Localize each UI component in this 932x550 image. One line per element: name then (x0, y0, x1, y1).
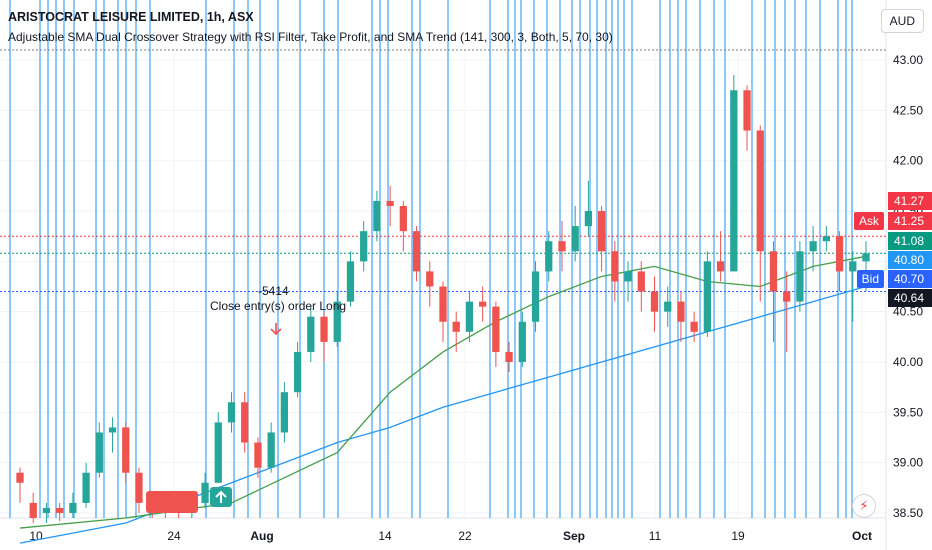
candle-body (122, 427, 130, 473)
x-tick-label: 22 (458, 529, 472, 543)
sma-slow-line (19, 285, 867, 544)
candle-body (611, 251, 619, 282)
candle-body (730, 90, 738, 272)
x-tick-label: 14 (378, 529, 392, 543)
x-tick-label: 19 (731, 529, 745, 543)
candle-body (280, 392, 289, 433)
candle-body (69, 502, 77, 513)
candle-body (29, 502, 37, 518)
candle-body (307, 316, 315, 352)
candle-body (822, 236, 830, 242)
candle-body (558, 241, 566, 252)
candle-body (439, 286, 447, 322)
candle-body (241, 402, 249, 443)
candle-body (227, 402, 236, 423)
candle-body (346, 261, 355, 302)
candle-body (531, 271, 540, 322)
candle-body (452, 321, 460, 332)
candle-body (399, 206, 407, 232)
candle-body (690, 321, 698, 332)
candle-body (783, 291, 791, 302)
y-tick-label: 42.50 (893, 103, 923, 117)
candle-body (664, 301, 672, 312)
candle-body (545, 241, 553, 272)
candle-body (386, 200, 394, 206)
candle-body (637, 271, 645, 292)
candle-body (16, 472, 24, 483)
order-annotation: Close entry(s) order Long (210, 299, 347, 313)
chart-title: ARISTOCRAT LEISURE LIMITED, 1h, ASX (8, 10, 254, 24)
candle-body (135, 472, 143, 503)
candle-body (412, 231, 421, 272)
candle-body (254, 442, 262, 468)
candle-body (492, 306, 500, 352)
x-tick-label: Oct (852, 529, 872, 543)
candle-body (835, 236, 844, 272)
pnl-annotation: -5414 (258, 284, 289, 298)
candle-body (809, 241, 817, 252)
candle-body (703, 261, 712, 332)
candle-body (716, 261, 725, 272)
lightning-icon[interactable]: ⚡ (852, 494, 876, 518)
candle-body (756, 130, 764, 252)
candle-body (769, 251, 778, 292)
y-tick-label: 43.00 (893, 53, 923, 67)
candle-body (320, 316, 328, 342)
y-tick-label: 42.00 (893, 154, 923, 168)
candle-body (465, 301, 474, 332)
candle-body (333, 301, 341, 342)
strategy-subtitle: Adjustable SMA Dual Crossover Strategy w… (8, 30, 613, 44)
candle-body (95, 432, 103, 473)
candle-body (743, 90, 751, 131)
x-tick-label: 24 (167, 529, 181, 543)
candle-body (82, 472, 90, 503)
sma-fast-line (19, 255, 867, 529)
sma-price-tag: 40.80 (888, 251, 932, 269)
bid-label: Bid (856, 270, 884, 288)
y-tick-label: 38.50 (893, 506, 923, 520)
candle-body (796, 251, 804, 302)
ask-label: Ask (853, 212, 884, 230)
x-tick-label: 11 (649, 529, 662, 543)
candle-body (479, 301, 487, 307)
candle-body (42, 507, 51, 513)
candle-body (849, 261, 857, 272)
candle-body (518, 321, 526, 362)
candle-body (373, 200, 381, 232)
x-tick-label: Aug (250, 529, 273, 543)
low-price-tag: 40.64 (888, 289, 932, 307)
candle-body (214, 422, 222, 483)
candle-body (677, 301, 685, 322)
ask-price-tag: 41.25 (888, 212, 932, 230)
sell-marker (146, 491, 198, 513)
candle-body (584, 211, 593, 227)
currency-button[interactable]: AUD (880, 9, 924, 33)
candle-body (267, 432, 275, 468)
bid-price-tag: 40.70 (888, 270, 932, 288)
candle-body (56, 507, 64, 513)
arrow-down-icon (270, 323, 282, 336)
candle-body (426, 271, 434, 287)
y-tick-label: 40.50 (893, 305, 923, 319)
y-tick-label: 39.00 (893, 456, 923, 470)
x-tick-label: Sep (563, 529, 585, 543)
candle-body (108, 427, 117, 433)
candle-body (571, 226, 579, 252)
candle-body (597, 211, 606, 252)
candle-body (505, 351, 513, 362)
y-tick-label: 40.00 (893, 355, 923, 369)
candle-body (293, 351, 302, 393)
candle-body (650, 291, 659, 312)
candle-body (624, 271, 632, 282)
candle-body (360, 231, 368, 262)
arrow-up-icon (215, 490, 227, 503)
last-price-tag: 41.08 (888, 232, 932, 250)
candle-body (862, 253, 870, 262)
high-price-tag: 41.27 (888, 192, 932, 210)
candle-body (201, 482, 209, 503)
y-tick-label: 39.50 (893, 405, 923, 419)
